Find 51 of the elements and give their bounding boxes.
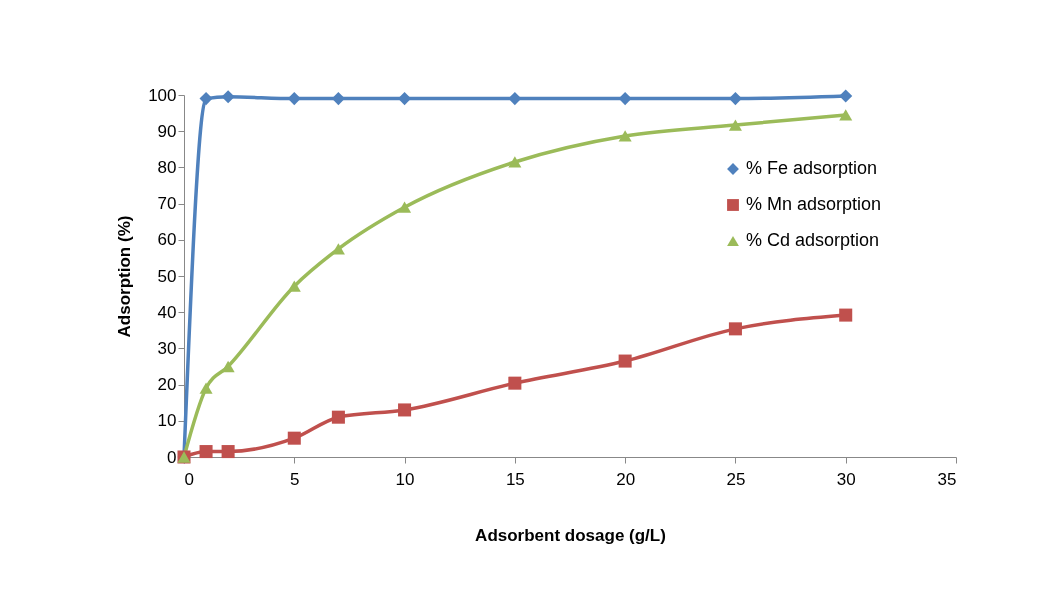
y-axis-title: Adsorption (%) xyxy=(115,215,135,338)
y-tick-label: 90 xyxy=(157,121,177,141)
x-tick-label: 20 xyxy=(616,469,636,489)
point xyxy=(221,90,235,104)
legend-label: % Mn adsorption xyxy=(746,194,882,214)
y-tick-label: 60 xyxy=(157,230,177,250)
point xyxy=(331,243,345,255)
x-tick-label: 10 xyxy=(395,469,415,489)
y-tick-label: 50 xyxy=(157,266,177,286)
point xyxy=(221,445,235,459)
y-tick-label: 0 xyxy=(167,447,177,467)
x-tick-label: 0 xyxy=(184,469,194,489)
x-tick-label: 30 xyxy=(836,469,856,489)
point xyxy=(199,92,213,106)
point xyxy=(398,92,412,106)
x-tick-label: 25 xyxy=(726,469,746,489)
point xyxy=(839,89,853,103)
point xyxy=(287,431,301,445)
point xyxy=(199,445,213,459)
point xyxy=(728,119,742,131)
y-tick-label: 80 xyxy=(157,157,177,177)
point xyxy=(331,410,345,424)
point xyxy=(287,92,301,106)
x-axis-title: Adsorbent dosage (g/L) xyxy=(475,525,666,545)
legend-label: % Fe adsorption xyxy=(746,158,878,178)
point xyxy=(508,156,522,168)
point xyxy=(618,92,632,106)
point xyxy=(398,403,412,417)
y-tick-label: 10 xyxy=(157,411,177,431)
point xyxy=(839,308,853,322)
point xyxy=(199,382,213,394)
y-tick-label: 40 xyxy=(157,302,177,322)
x-tick-label: 35 xyxy=(937,469,957,489)
point xyxy=(728,322,742,336)
point xyxy=(398,201,412,213)
y-tick-label: 20 xyxy=(157,375,177,395)
y-tick-label: 30 xyxy=(157,338,177,358)
point xyxy=(618,130,632,142)
x-tick-label: 5 xyxy=(290,469,300,489)
point xyxy=(287,280,301,292)
y-tick-label: 70 xyxy=(157,194,177,214)
point xyxy=(331,92,345,106)
point xyxy=(839,109,853,121)
point xyxy=(618,354,632,368)
legend-label: % Cd adsorption xyxy=(746,230,880,250)
point xyxy=(508,92,522,106)
point xyxy=(728,92,742,106)
point xyxy=(221,360,235,373)
y-tick-label: 100 xyxy=(148,85,177,105)
point xyxy=(508,376,522,390)
x-tick-label: 15 xyxy=(505,469,525,489)
